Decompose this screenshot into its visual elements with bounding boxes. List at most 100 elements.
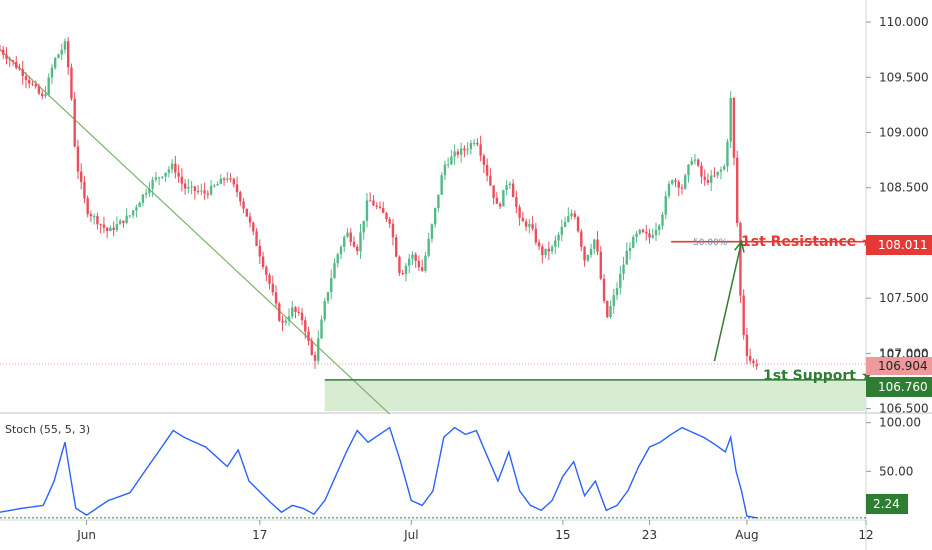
candle-body	[193, 186, 197, 191]
candle-body	[307, 331, 310, 341]
candle-body	[252, 222, 255, 232]
candle-body	[291, 307, 294, 317]
candle-body	[433, 208, 437, 225]
candle-body	[570, 213, 573, 217]
candle-body	[235, 184, 239, 193]
candle-body	[278, 303, 281, 321]
candle-body	[216, 183, 219, 186]
candle-body	[177, 172, 180, 177]
candle-body	[459, 148, 463, 155]
time-tick-label: 23	[642, 528, 657, 542]
candle-body	[589, 248, 593, 256]
candle-body	[365, 200, 369, 221]
candle-body	[476, 142, 479, 145]
candle-body	[200, 190, 203, 192]
candle-body	[76, 146, 80, 172]
candle-body	[622, 264, 625, 274]
candle-body	[719, 169, 723, 172]
candle-body	[330, 278, 333, 293]
candle-body	[44, 94, 47, 97]
candle-body	[680, 187, 684, 189]
candle-body	[369, 200, 372, 202]
candle-body	[73, 98, 76, 147]
candle-body	[222, 178, 226, 180]
candle-body	[453, 151, 456, 157]
candle-body	[323, 301, 326, 320]
candle-body	[563, 221, 567, 227]
candle-body	[697, 159, 700, 166]
candle-body	[320, 319, 323, 339]
price-tick-label: 109.000	[879, 126, 929, 140]
stoch-line	[0, 426, 758, 519]
candle-body	[209, 185, 213, 195]
candle-body	[41, 93, 44, 97]
candle-body	[219, 178, 223, 184]
candle-body	[11, 60, 15, 62]
projection-arrow-head	[734, 240, 745, 253]
candle-body	[469, 142, 473, 150]
candle-body	[521, 217, 525, 222]
candle-body	[304, 320, 307, 332]
candle-body	[297, 311, 300, 313]
candle-body	[404, 265, 408, 275]
candle-body	[343, 236, 346, 247]
candle-body	[109, 227, 112, 231]
candle-body	[515, 197, 518, 208]
time-tick-label: 17	[252, 528, 267, 542]
candle-body	[443, 164, 447, 176]
candle-body	[213, 185, 216, 187]
candle-body	[716, 171, 719, 176]
candle-body	[430, 224, 434, 239]
candle-body	[242, 201, 245, 209]
candle-body	[450, 156, 453, 165]
candle-body	[401, 272, 404, 275]
candle-body	[645, 232, 648, 234]
candle-body	[651, 235, 654, 238]
candle-body	[245, 208, 249, 217]
candle-body	[18, 68, 21, 70]
candle-body	[287, 316, 291, 321]
candle-body	[294, 307, 297, 312]
candle-body	[482, 155, 486, 165]
candle-body	[560, 226, 564, 235]
candle-body	[638, 229, 641, 234]
stoch-value: 2.24	[873, 497, 900, 511]
current-price-value: 106.904	[878, 359, 928, 373]
candle-body	[479, 144, 482, 156]
candle-body	[336, 254, 339, 264]
candle-body	[385, 213, 388, 220]
candle-body	[576, 217, 580, 232]
projection-arrow-line	[713, 241, 743, 362]
candle-body	[602, 278, 606, 301]
candle-body	[89, 214, 93, 217]
candle-body	[8, 59, 11, 61]
candle-body	[356, 246, 359, 252]
candle-body	[226, 178, 229, 180]
stoch-value-badge	[866, 494, 908, 514]
candle-body	[128, 215, 132, 217]
fib-label: 50.00%	[693, 238, 728, 248]
stoch-tick-label: 50.00	[879, 464, 913, 478]
candle-body	[92, 215, 96, 217]
stoch-tick-label: 100.00	[879, 416, 921, 430]
candle-body	[326, 292, 330, 302]
candle-body	[612, 295, 615, 307]
candle-body	[70, 67, 73, 99]
candle-body	[310, 340, 313, 355]
candle-body	[372, 200, 375, 206]
candle-body	[732, 98, 736, 158]
candle-body	[541, 246, 544, 256]
candle-body	[502, 189, 505, 207]
candle-body	[99, 224, 102, 226]
candle-body	[690, 160, 693, 165]
candle-body	[57, 54, 60, 59]
candle-body	[203, 190, 206, 194]
time-tick-label: Aug	[735, 528, 758, 542]
candle-body	[21, 69, 24, 77]
candle-body	[625, 250, 628, 265]
candle-body	[427, 238, 430, 256]
candle-body	[47, 77, 50, 95]
candle-body	[317, 338, 320, 361]
candle-body	[115, 224, 119, 231]
candle-body	[580, 231, 583, 247]
